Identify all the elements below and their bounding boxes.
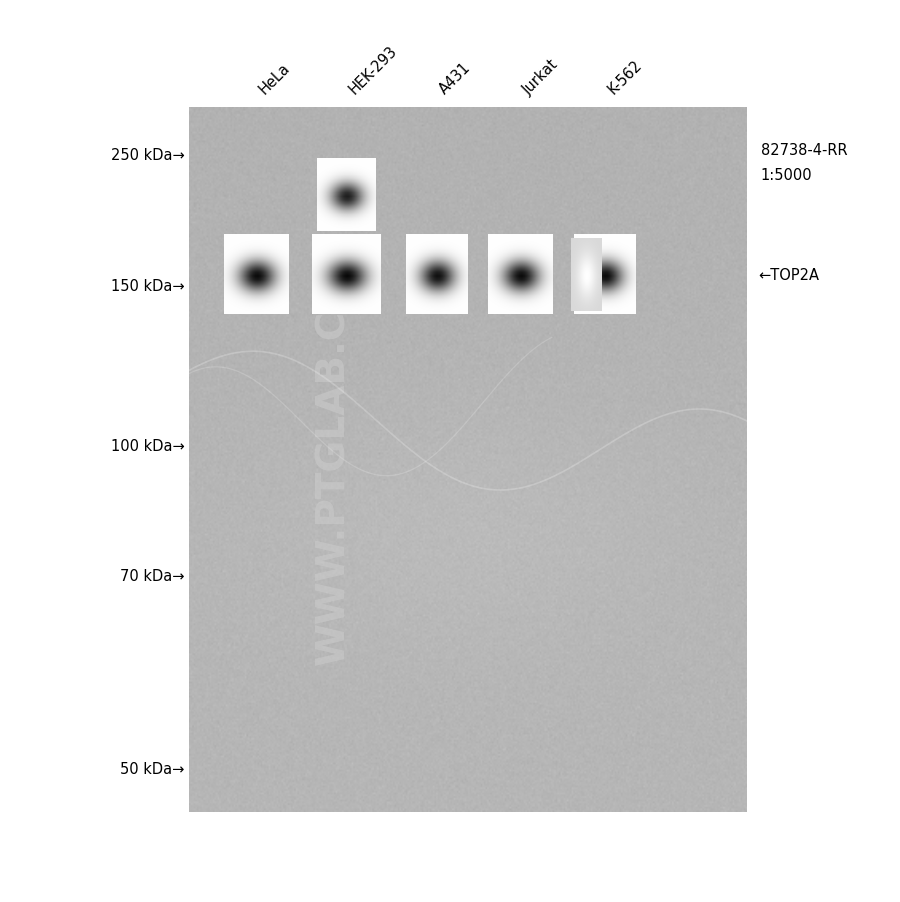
Text: K-562: K-562 (605, 58, 644, 97)
Text: HeLa: HeLa (256, 60, 293, 97)
Text: WWW.PTGLAB.COM: WWW.PTGLAB.COM (314, 237, 352, 665)
Text: 82738-4-RR: 82738-4-RR (760, 143, 847, 158)
Text: 150 kDa→: 150 kDa→ (111, 279, 184, 293)
Text: HEK-293: HEK-293 (346, 43, 400, 97)
Text: Jurkat: Jurkat (520, 57, 562, 97)
Text: 100 kDa→: 100 kDa→ (111, 439, 184, 454)
Text: A431: A431 (436, 60, 473, 97)
Text: 70 kDa→: 70 kDa→ (120, 568, 184, 583)
Text: 250 kDa→: 250 kDa→ (111, 148, 184, 162)
Text: 50 kDa→: 50 kDa→ (120, 761, 184, 776)
Text: 1:5000: 1:5000 (760, 168, 812, 183)
Text: ←TOP2A: ←TOP2A (758, 268, 819, 282)
